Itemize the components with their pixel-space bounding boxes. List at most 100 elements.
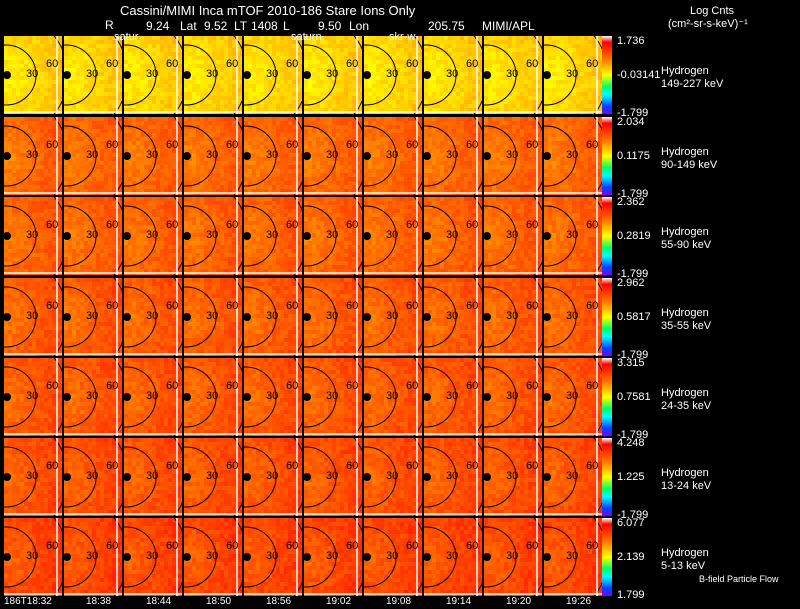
pixel [240,141,242,145]
pixel [300,72,302,76]
pixel [172,56,176,60]
pixel [296,64,300,68]
pixel [36,72,40,76]
pixel [168,84,172,88]
flux-map-panel: 30 60 [484,36,542,114]
pixel [424,80,428,84]
circle-label-30: 30 [446,69,458,80]
pixel [116,177,120,181]
pixel [380,121,384,125]
pixel [240,121,242,125]
pixel [120,96,122,100]
pixel [404,56,408,60]
pixel [176,80,180,84]
pixel [296,173,300,177]
pixel [316,169,320,173]
pixel [236,129,240,133]
pixel [272,161,276,165]
pixel [332,76,336,80]
pixel [236,56,240,60]
pixel [236,92,240,96]
pixel [184,56,188,60]
pixel [68,52,72,56]
pixel [216,125,220,129]
pixel [76,133,80,137]
pixel [368,125,372,129]
pixel [160,112,164,114]
pixel [104,165,108,169]
pixel [388,117,392,121]
pixel [416,40,420,44]
pixel [376,88,380,92]
pixel [588,68,592,72]
pixel [476,48,480,52]
pixel [560,60,564,64]
pixel [528,40,532,44]
pixel [456,72,460,76]
pixel [32,88,36,92]
pixel [32,129,36,133]
pixel [176,185,180,189]
pixel [132,84,136,88]
pixel [228,52,232,56]
pixel [376,104,380,108]
pixel [72,112,76,114]
pixel [224,56,228,60]
pixel [384,52,388,56]
pixel [188,36,192,40]
pixel [140,193,144,195]
pixel [412,104,416,108]
pixel [420,56,422,60]
pixel [504,48,508,52]
pixel [244,84,248,88]
pixel [316,56,320,60]
pixel [84,193,88,195]
pixel [252,193,256,195]
pixel [300,117,302,121]
pixel [320,145,324,149]
pixel [108,100,112,104]
pixel [372,72,376,76]
pixel [52,121,56,125]
pixel [528,64,532,68]
pixel [88,133,92,137]
pixel [392,76,396,80]
pixel [316,193,320,195]
pixel [432,52,436,56]
pixel [344,153,348,157]
pixel [188,145,192,149]
pixel [236,76,240,80]
pixel [488,112,492,114]
pixel [216,88,220,92]
pixel [152,68,156,72]
pixel [292,64,296,68]
pixel [296,56,300,60]
pixel [72,40,76,44]
pixel [300,76,302,80]
pixel [168,48,172,52]
pixel [528,48,532,52]
pixel [104,96,108,100]
pixel [136,48,140,52]
pixel [432,112,436,114]
pixel [484,84,488,88]
pixel [336,80,340,84]
pixel [64,84,68,88]
pixel [236,137,240,141]
pixel [112,117,116,121]
pixel [240,145,242,149]
pixel [184,165,188,169]
pixel [584,68,588,72]
pixel [216,149,220,153]
pixel [296,48,300,52]
pixel [308,96,312,100]
pixel [148,121,152,125]
pixel [480,64,482,68]
pixel [412,44,416,48]
pixel [64,112,68,114]
l-value: 9.50 [318,20,341,32]
pixel [236,169,240,173]
pixel [224,88,228,92]
pixel [196,149,200,153]
pixel [232,145,236,149]
